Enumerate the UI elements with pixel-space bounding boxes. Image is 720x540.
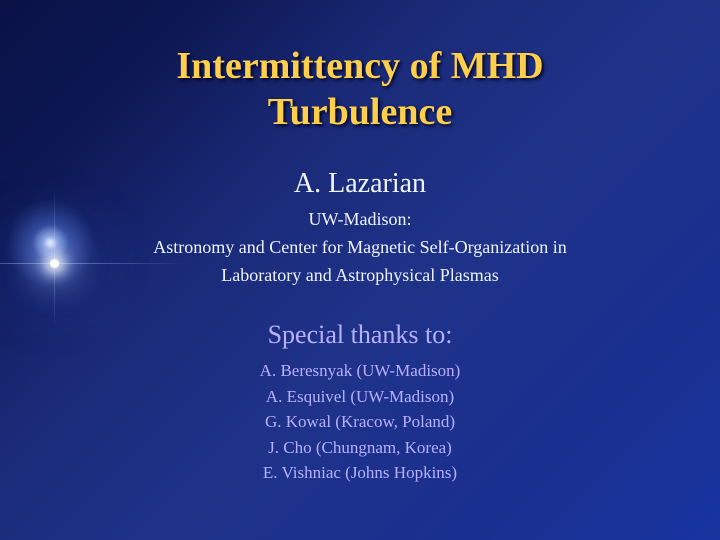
thanks-heading: Special thanks to: — [0, 320, 720, 350]
affiliation: UW-Madison: Astronomy and Center for Mag… — [0, 206, 720, 290]
affil-line-1: UW-Madison: — [0, 206, 720, 234]
thanks-item: A. Beresnyak (UW-Madison) — [0, 358, 720, 384]
affil-line-2: Astronomy and Center for Magnetic Self-O… — [0, 234, 720, 262]
affil-line-3: Laboratory and Astrophysical Plasmas — [0, 262, 720, 290]
title-line-1: Intermittency of MHD — [176, 45, 543, 87]
slide-title: Intermittency of MHD Turbulence — [0, 44, 720, 135]
thanks-list: A. Beresnyak (UW-Madison) A. Esquivel (U… — [0, 358, 720, 486]
thanks-item: J. Cho (Chungnam, Korea) — [0, 435, 720, 461]
thanks-item: G. Kowal (Kracow, Poland) — [0, 409, 720, 435]
thanks-item: A. Esquivel (UW-Madison) — [0, 384, 720, 410]
title-line-2: Turbulence — [268, 91, 452, 133]
author-name: A. Lazarian — [0, 168, 720, 200]
slide: Intermittency of MHD Turbulence A. Lazar… — [0, 0, 720, 540]
thanks-item: E. Vishniac (Johns Hopkins) — [0, 460, 720, 486]
